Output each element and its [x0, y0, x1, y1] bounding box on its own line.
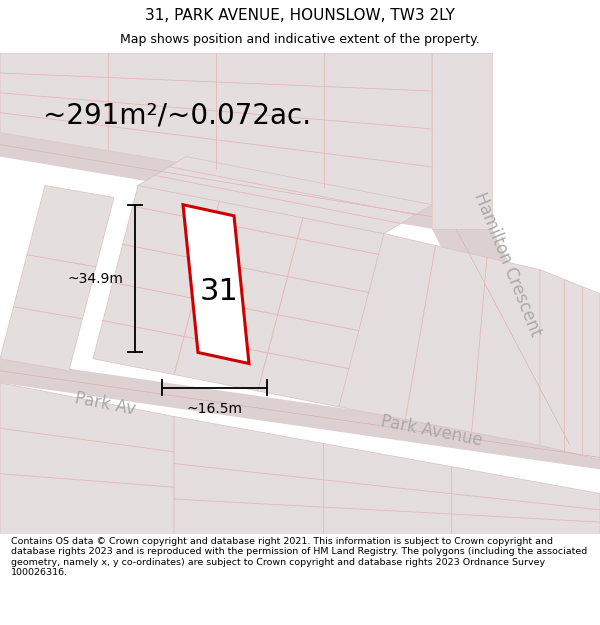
Text: 31, PARK AVENUE, HOUNSLOW, TW3 2LY: 31, PARK AVENUE, HOUNSLOW, TW3 2LY [145, 8, 455, 23]
Polygon shape [0, 53, 432, 205]
Polygon shape [183, 205, 249, 364]
Text: Contains OS data © Crown copyright and database right 2021. This information is : Contains OS data © Crown copyright and d… [11, 537, 587, 578]
Text: Hamilton Crescent: Hamilton Crescent [470, 190, 544, 339]
Polygon shape [174, 416, 600, 534]
Polygon shape [0, 186, 114, 371]
Polygon shape [138, 157, 432, 234]
Text: ~16.5m: ~16.5m [187, 402, 242, 416]
Text: Map shows position and indicative extent of the property.: Map shows position and indicative extent… [120, 33, 480, 46]
Polygon shape [93, 186, 384, 407]
Polygon shape [540, 270, 600, 460]
Polygon shape [432, 229, 600, 446]
Text: Park Avenue: Park Avenue [380, 412, 484, 449]
Text: ~291m²/~0.072ac.: ~291m²/~0.072ac. [43, 102, 311, 129]
Text: Park Av: Park Av [73, 390, 137, 419]
Polygon shape [432, 53, 492, 229]
Text: 31: 31 [200, 277, 238, 306]
Polygon shape [0, 359, 600, 469]
Polygon shape [339, 234, 540, 446]
Text: ~34.9m: ~34.9m [67, 272, 123, 286]
Polygon shape [0, 132, 432, 229]
Polygon shape [0, 382, 174, 534]
